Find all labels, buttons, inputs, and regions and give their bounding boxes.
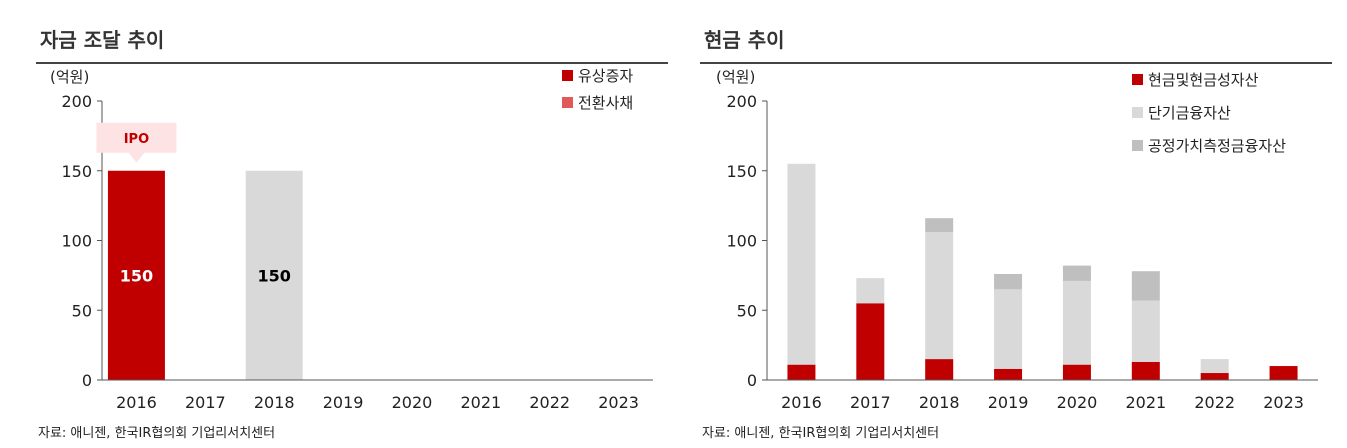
bar-2017-s0 bbox=[856, 303, 885, 380]
legend-swatch bbox=[562, 70, 573, 81]
cash-chart-title: 현금 추이 bbox=[704, 28, 785, 52]
x-tick-label: 2016 bbox=[116, 393, 157, 412]
bar-2023-s0 bbox=[1269, 366, 1298, 380]
bar-2016-s1 bbox=[787, 163, 816, 365]
title-rule bbox=[36, 62, 668, 64]
legend-label: 유상증자 bbox=[578, 67, 633, 85]
x-tick-label: 2023 bbox=[598, 393, 639, 412]
x-tick-label: 2020 bbox=[1057, 393, 1098, 412]
legend-swatch bbox=[1132, 140, 1143, 151]
bar-2016-s0 bbox=[787, 364, 816, 380]
source-note: 자료: 애니젠, 한국IR협의회 기업리서치센터 bbox=[702, 426, 940, 441]
x-tick-label: 2018 bbox=[254, 393, 295, 412]
cash-chart: (억원) 0 50 100 150 200 2016 2017 2018 2019 2020 2021… bbox=[716, 68, 1318, 412]
legend-label: 현금및현금성자산 bbox=[1148, 71, 1259, 89]
x-tick-label: 2020 bbox=[392, 393, 433, 412]
unit-label: (억원) bbox=[716, 68, 755, 86]
legend-swatch bbox=[562, 97, 573, 108]
bar-2021-s1 bbox=[1131, 300, 1160, 362]
unit-label: (억원) bbox=[50, 68, 89, 86]
x-tick-label: 2018 bbox=[919, 393, 960, 412]
y-tick-label: 100 bbox=[61, 232, 92, 251]
funding-chart-title: 자금 조달 추이 bbox=[40, 28, 165, 52]
x-tick-label: 2022 bbox=[529, 393, 570, 412]
data-label: 150 bbox=[120, 266, 153, 285]
bar-2019-s0 bbox=[994, 368, 1023, 380]
cash-chart-panel: 현금 추이 (억원) 0 50 100 150 200 2016 2017 2018 2019 20… bbox=[700, 0, 1347, 448]
legend-swatch bbox=[1132, 107, 1143, 118]
ipo-callout bbox=[96, 122, 177, 163]
x-tick-label: 2022 bbox=[1194, 393, 1235, 412]
legend-label: 단기금융자산 bbox=[1148, 104, 1231, 122]
funding-chart-panel: 자금 조달 추이 (억원) 0 50 100 150 200 2016 2017 2018 201… bbox=[0, 0, 672, 448]
bar-2018-s1 bbox=[925, 232, 954, 360]
ipo-callout-label: IPO bbox=[124, 132, 149, 147]
y-tick-label: 200 bbox=[61, 92, 92, 111]
bar-2018-s2 bbox=[925, 218, 954, 233]
title-rule bbox=[700, 62, 1332, 64]
y-tick-label: 150 bbox=[726, 162, 757, 181]
x-tick-label: 2016 bbox=[781, 393, 822, 412]
y-tick-label: 150 bbox=[61, 162, 92, 181]
legend-label: 공정가치측정금융자산 bbox=[1148, 137, 1286, 155]
source-note: 자료: 애니젠, 한국IR협의회 기업리서치센터 bbox=[38, 426, 276, 441]
y-tick-label: 50 bbox=[72, 301, 92, 320]
bar-2020-s2 bbox=[1062, 265, 1091, 281]
bar-2022-s1 bbox=[1200, 359, 1229, 374]
funding-chart: (억원) 0 50 100 150 200 2016 2017 2018 2019 2020 2021… bbox=[50, 67, 653, 412]
y-tick-label: 100 bbox=[726, 232, 757, 251]
y-tick-label: 0 bbox=[747, 371, 757, 390]
bar-2017-s1 bbox=[856, 278, 885, 304]
bar-2020-s1 bbox=[1062, 280, 1091, 365]
bar-2019-s1 bbox=[994, 289, 1023, 369]
legend-swatch bbox=[1132, 74, 1143, 85]
bar-2021-s0 bbox=[1131, 361, 1160, 380]
bar-2021-s2 bbox=[1131, 271, 1160, 301]
x-tick-label: 2021 bbox=[1125, 393, 1166, 412]
bar-2018-s1 bbox=[245, 170, 303, 380]
x-tick-label: 2023 bbox=[1263, 393, 1304, 412]
y-tick-label: 200 bbox=[726, 92, 757, 111]
bar-2020-s0 bbox=[1062, 364, 1091, 380]
bar-2018-s0 bbox=[925, 359, 954, 380]
y-tick-label: 0 bbox=[82, 371, 92, 390]
bar-2022-s0 bbox=[1200, 373, 1229, 380]
bar-2019-s2 bbox=[994, 273, 1023, 290]
x-tick-label: 2017 bbox=[850, 393, 891, 412]
x-tick-label: 2021 bbox=[460, 393, 501, 412]
x-tick-label: 2019 bbox=[323, 393, 364, 412]
x-tick-label: 2019 bbox=[988, 393, 1029, 412]
x-tick-label: 2017 bbox=[185, 393, 226, 412]
legend-label: 전환사채 bbox=[578, 94, 633, 112]
y-tick-label: 50 bbox=[737, 301, 757, 320]
bar-2016-s0 bbox=[107, 170, 165, 380]
data-label: 150 bbox=[257, 266, 290, 285]
